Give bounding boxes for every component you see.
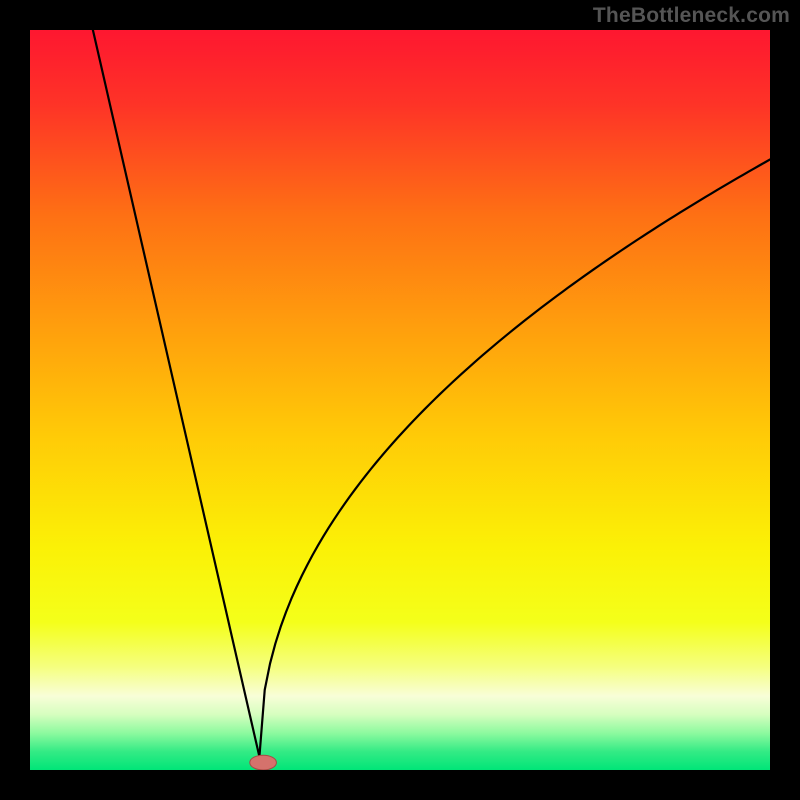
chart-frame: TheBottleneck.com xyxy=(0,0,800,800)
plot-area xyxy=(30,30,770,770)
optimal-marker xyxy=(250,755,277,770)
bottleneck-curve xyxy=(30,30,770,770)
watermark-text: TheBottleneck.com xyxy=(593,4,790,28)
